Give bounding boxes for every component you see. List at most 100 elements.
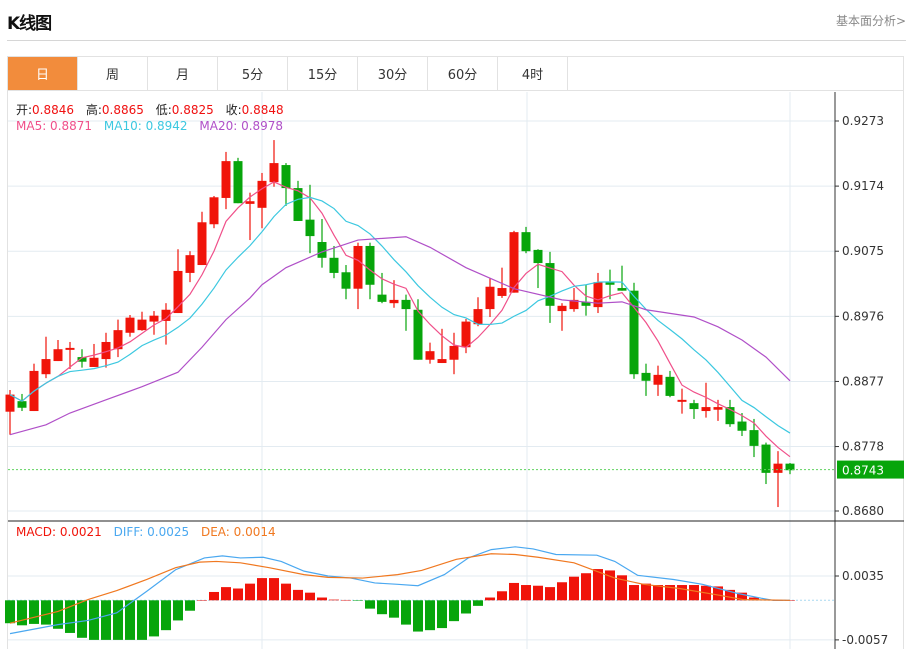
chart-area[interactable] [7, 91, 904, 649]
high-label: 高: [85, 103, 102, 117]
candle-down [281, 165, 291, 189]
macd-bar [257, 578, 267, 601]
candle-down [341, 272, 351, 289]
macd-bar [41, 600, 51, 625]
tab-30min[interactable]: 30分 [358, 57, 428, 90]
macd-bar [269, 578, 279, 601]
candle-up [593, 282, 603, 308]
diff-value: DIFF: 0.0025 [113, 525, 190, 539]
macd-bar [425, 600, 435, 631]
macd-bar [209, 591, 219, 601]
macd-bar [413, 600, 423, 632]
macd-bar [677, 585, 687, 601]
macd-bar [665, 585, 675, 601]
candle-up [89, 357, 99, 367]
candle-down [317, 242, 327, 258]
ma10-legend: MA10: 0.8942 [103, 119, 188, 133]
macd-bar [737, 592, 747, 601]
candle-up [437, 359, 447, 364]
last-price-badge [837, 460, 904, 479]
ma-legend: MA5: 0.8871 MA10: 0.8942 MA20: 0.8978 [16, 119, 291, 133]
price-tick-label: 0.9174 [842, 179, 884, 193]
candle-up [701, 407, 711, 412]
ma5-legend: MA5: 0.8871 [16, 119, 93, 133]
tab-day[interactable]: 日 [8, 57, 78, 90]
tab-month[interactable]: 月 [148, 57, 218, 90]
macd-bar [713, 586, 723, 601]
candle-down [581, 301, 591, 306]
candle-up [473, 309, 483, 325]
candle-up [5, 394, 15, 412]
macd-bar [173, 600, 183, 621]
candle-down [749, 430, 759, 446]
open-label: 开: [16, 103, 33, 117]
tab-4hour[interactable]: 4时 [498, 57, 568, 90]
macd-bar [233, 588, 243, 601]
macd-bar [485, 597, 495, 601]
tab-week[interactable]: 周 [78, 57, 148, 90]
macd-legend: MACD: 0.0021 DIFF: 0.0025 DEA: 0.0014 [16, 525, 284, 539]
ma5-line [9, 181, 791, 458]
candle-down [761, 444, 771, 473]
low-label: 低: [155, 103, 172, 117]
candle-down [665, 376, 675, 396]
macd-bar [653, 585, 663, 601]
candle-down [329, 257, 339, 273]
macd-bar [629, 585, 639, 601]
macd-bar [569, 576, 579, 601]
price-tick-label: 0.8877 [842, 374, 884, 388]
macd-bar [53, 600, 63, 629]
candle-up [773, 463, 783, 473]
macd-bar [365, 600, 375, 609]
macd-bar [293, 589, 303, 601]
ma20-legend: MA20: 0.8978 [199, 119, 284, 133]
macd-bar [605, 570, 615, 601]
candle-down [17, 401, 27, 408]
candle-up [449, 345, 459, 360]
macd-bar [137, 600, 147, 640]
close-label: 收: [225, 103, 242, 117]
ohlc-legend: 开:0.8846 高:0.8865 低:0.8825 收:0.8848 [16, 101, 292, 118]
macd-bar [473, 600, 483, 606]
macd-bar [101, 600, 111, 640]
macd-bar [317, 597, 327, 601]
candle-down [233, 161, 243, 204]
candle-up [509, 232, 519, 293]
macd-bar [401, 600, 411, 625]
candle-up [41, 359, 51, 375]
tab-5min[interactable]: 5分 [218, 57, 288, 90]
macd-bar [29, 600, 39, 624]
macd-bar [185, 600, 195, 611]
page-title: K线图 [7, 14, 52, 34]
macd-bar [641, 583, 651, 601]
candle-up [677, 399, 687, 402]
candle-up [245, 201, 255, 204]
high-value: 0.8865 [101, 103, 144, 117]
candle-down [413, 309, 423, 360]
candle-down [689, 403, 699, 410]
tab-60min[interactable]: 60分 [428, 57, 498, 90]
candle-down [725, 407, 735, 425]
macd-bar [725, 589, 735, 601]
price-tick-label: 0.8680 [842, 504, 884, 518]
candle-up [713, 407, 723, 410]
candle-up [173, 270, 183, 314]
candle-down [629, 290, 639, 375]
candle-down [365, 245, 375, 285]
candle-down [305, 219, 315, 237]
macd-bar [689, 585, 699, 601]
dea-value: DEA: 0.0014 [200, 525, 276, 539]
macd-bar [17, 600, 27, 626]
candle-down [77, 357, 87, 362]
macd-bar [341, 599, 351, 601]
candle-down [737, 421, 747, 431]
diff-line [9, 546, 790, 635]
macd-bar [149, 600, 159, 637]
macd-bar [449, 600, 459, 622]
tab-15min[interactable]: 15分 [288, 57, 358, 90]
macd-bar [377, 600, 387, 615]
candle-up [197, 222, 207, 266]
fundamental-analysis-link[interactable]: 基本面分析> [835, 14, 906, 28]
divider [7, 40, 906, 41]
